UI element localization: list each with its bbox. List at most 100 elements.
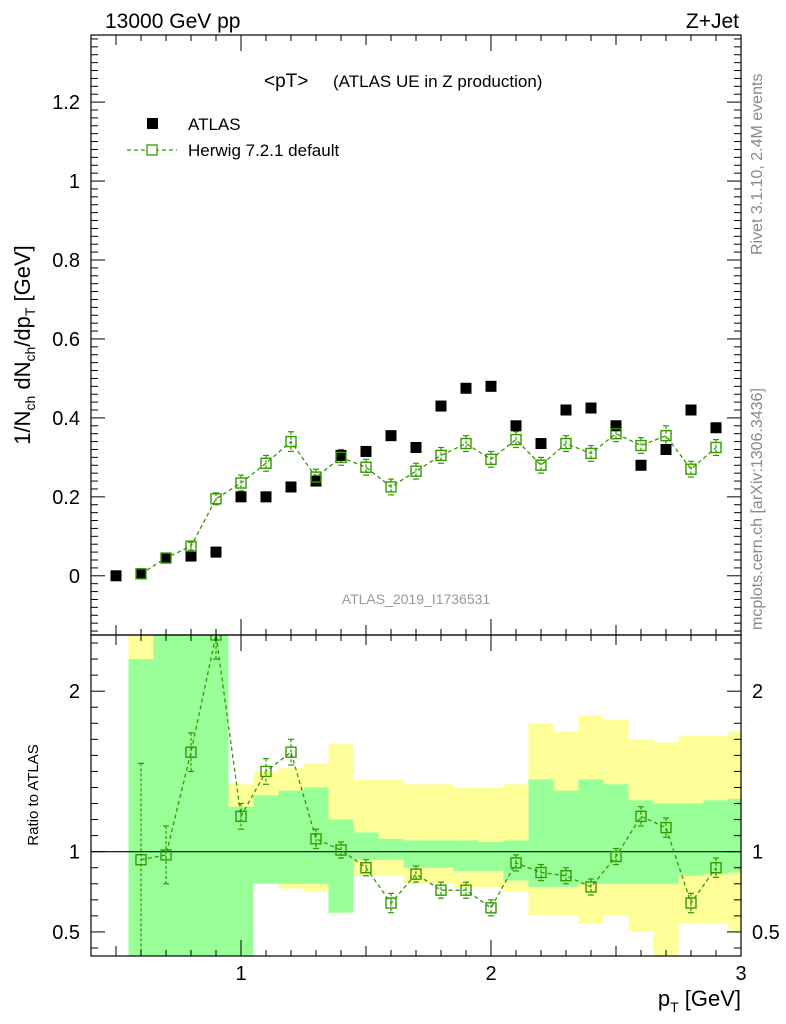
ratio-ytick-label-right: 2 xyxy=(752,681,763,703)
ratio-ytick-label: 1 xyxy=(69,842,80,864)
ratio-herwig-point xyxy=(235,810,247,823)
atlas-point xyxy=(660,443,672,455)
herwig-point xyxy=(710,441,722,454)
ratio-band-1sigma xyxy=(653,803,679,884)
mcplots-label: mcplots.cern.ch [arXiv:1306.3436] xyxy=(749,388,766,630)
ratio-band-2sigma xyxy=(378,779,404,876)
ratio-band-1sigma xyxy=(328,819,354,913)
atlas-point xyxy=(560,404,572,416)
ratio-herwig-point xyxy=(435,884,447,896)
herwig-point xyxy=(635,439,647,452)
herwig-point xyxy=(135,568,147,580)
atlas-point xyxy=(460,382,472,394)
ratio-herwig-point xyxy=(535,866,547,879)
ratio-bands-layer xyxy=(128,635,741,956)
herwig-point xyxy=(585,447,597,460)
herwig-point xyxy=(285,435,297,448)
xtick-label: 1 xyxy=(235,963,246,985)
atlas-point xyxy=(535,438,547,450)
atlas-point xyxy=(485,380,497,392)
main-ytick-label: 0.4 xyxy=(52,408,80,430)
herwig-point xyxy=(410,465,422,477)
atlas-point xyxy=(310,475,322,487)
herwig-point xyxy=(260,457,272,469)
ratio-band-1sigma xyxy=(528,779,554,887)
ratio-band-1sigma xyxy=(128,659,154,956)
ratio-band-1sigma xyxy=(178,635,204,956)
plot-subtitle: (ATLAS UE in Z production) xyxy=(333,72,542,91)
atlas-point xyxy=(285,481,297,493)
legend: ATLAS Herwig 7.2.1 default xyxy=(127,115,339,160)
ratio-band-1sigma xyxy=(153,635,179,956)
atlas-point xyxy=(710,422,722,434)
atlas-point xyxy=(210,546,222,558)
atlas-point xyxy=(610,420,622,432)
ratio-band-1sigma xyxy=(578,779,604,884)
main-ytick-label: 1.2 xyxy=(52,92,80,114)
main-ylabel: 1/Nch dNch/dpT [GeV] xyxy=(10,245,38,445)
herwig-point xyxy=(660,429,672,442)
herwig-point xyxy=(435,449,447,462)
herwig-point xyxy=(210,493,222,505)
ratio-herwig-point xyxy=(310,833,322,845)
svg-text:pT [GeV]: pT [GeV] xyxy=(658,986,741,1015)
herwig-point xyxy=(560,437,572,450)
ratio-band-1sigma xyxy=(278,790,304,884)
ratio-herwig-point xyxy=(410,868,422,880)
ratio-herwig-point xyxy=(485,902,497,914)
header-right-title: Z+Jet xyxy=(686,10,739,33)
header-left-title: 13000 GeV pp xyxy=(105,10,240,33)
main-ytick-label: 0 xyxy=(69,566,80,588)
ratio-herwig-point xyxy=(285,746,297,758)
axes-layer: 1 2 3 0 0.2 0.4 0.6 0.8 1 1.2 0.5 0.5 1 1 2 2 xyxy=(52,34,780,985)
herwig-point xyxy=(160,552,172,564)
legend-marker-atlas xyxy=(147,118,158,129)
atlas-point xyxy=(635,459,647,471)
ratio-herwig-point xyxy=(660,821,672,834)
ratio-plot-layer xyxy=(91,635,741,956)
ratio-band-1sigma xyxy=(553,790,579,887)
ratio-ylabel: Ratio to ATLAS xyxy=(25,744,42,845)
atlas-point xyxy=(385,430,397,442)
xtick-label: 3 xyxy=(735,963,746,985)
herwig-point xyxy=(610,427,622,440)
ratio-herwig-point xyxy=(610,850,622,863)
ratio-band-2sigma xyxy=(478,787,504,887)
herwig-point xyxy=(385,481,397,493)
ratio-band-1sigma xyxy=(678,803,704,876)
legend-label-atlas: ATLAS xyxy=(188,115,241,134)
ratio-herwig-point xyxy=(460,884,472,896)
atlas-point xyxy=(335,449,347,461)
ratio-band-2sigma xyxy=(428,784,454,884)
herwig-point xyxy=(185,540,197,552)
ratio-herwig-line xyxy=(140,635,717,909)
ratio-band-1sigma xyxy=(403,840,429,868)
ratio-herwig-point xyxy=(360,862,372,874)
atlas-point xyxy=(435,400,447,412)
ratio-band-1sigma xyxy=(203,635,229,956)
atlas-point xyxy=(410,442,422,453)
legend-label-herwig: Herwig 7.2.1 default xyxy=(188,141,339,160)
atlas-point xyxy=(185,550,197,562)
ratio-band-2sigma xyxy=(453,787,479,887)
svg-text:1/Nch dNch/dpT [GeV]: 1/Nch dNch/dpT [GeV] xyxy=(10,245,38,445)
main-ytick-label: 0.2 xyxy=(52,487,80,509)
main-ytick-label: 0.6 xyxy=(52,329,80,351)
ratio-herwig-point xyxy=(510,857,522,869)
ratio-band-1sigma xyxy=(478,842,504,871)
atlas-point xyxy=(360,445,372,457)
ratio-band-1sigma xyxy=(428,840,454,868)
ratio-ytick-label-right: 1 xyxy=(752,842,763,864)
ratio-band-1sigma xyxy=(228,806,254,956)
herwig-point xyxy=(685,463,697,475)
ratio-band-1sigma xyxy=(378,838,404,860)
herwig-point xyxy=(360,461,372,473)
ratio-herwig-point xyxy=(585,881,597,893)
ratio-band-1sigma xyxy=(603,784,629,884)
herwig-point xyxy=(335,451,347,464)
ratio-herwig-point xyxy=(335,844,347,856)
herwig-line xyxy=(140,432,717,575)
atlas-point xyxy=(685,404,697,416)
herwig-point xyxy=(460,437,472,450)
